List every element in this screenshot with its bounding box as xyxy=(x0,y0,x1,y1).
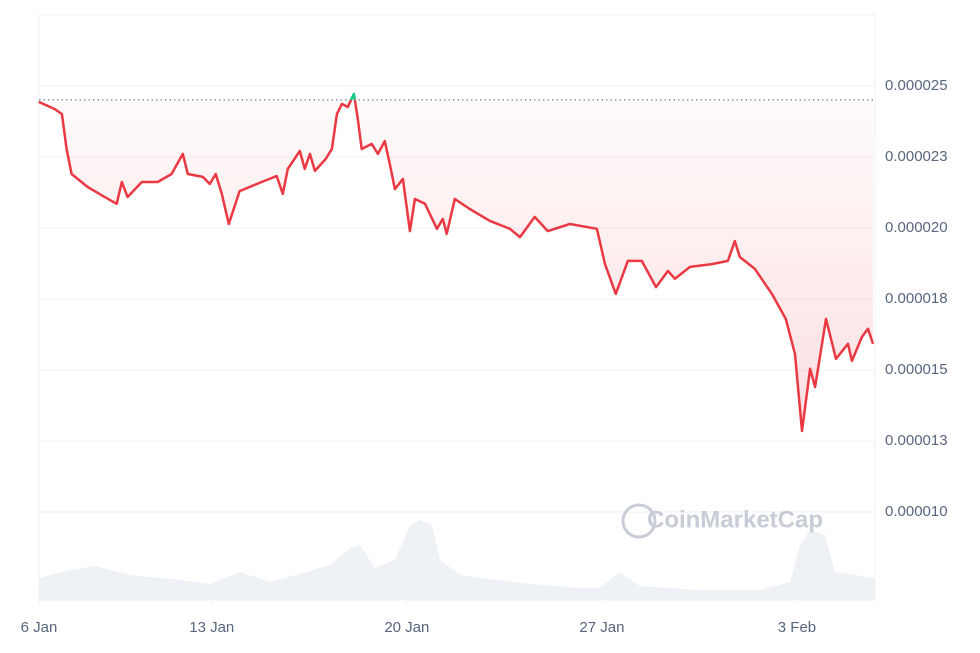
y-tick-label: 0.000015 xyxy=(885,361,948,378)
x-tick-label: 3 Feb xyxy=(778,619,816,636)
watermark: CoinMarketCap xyxy=(647,506,823,533)
y-tick-label: 0.000020 xyxy=(885,219,948,236)
x-tick-label: 6 Jan xyxy=(21,619,58,636)
x-tick-label: 13 Jan xyxy=(189,619,234,636)
volume-area xyxy=(39,520,875,600)
area-fill xyxy=(38,93,874,432)
y-tick-label: 0.000025 xyxy=(885,77,948,94)
x-tick-label: 27 Jan xyxy=(579,619,624,636)
x-tick-label: 20 Jan xyxy=(384,619,429,636)
watermark-logo xyxy=(621,503,657,539)
price-line xyxy=(38,99,875,433)
y-tick-label: 0.000018 xyxy=(885,290,948,307)
y-tick-label: 0.000013 xyxy=(885,432,948,449)
y-tick-label: 0.000010 xyxy=(885,503,948,520)
y-tick-label: 0.000023 xyxy=(885,148,948,165)
